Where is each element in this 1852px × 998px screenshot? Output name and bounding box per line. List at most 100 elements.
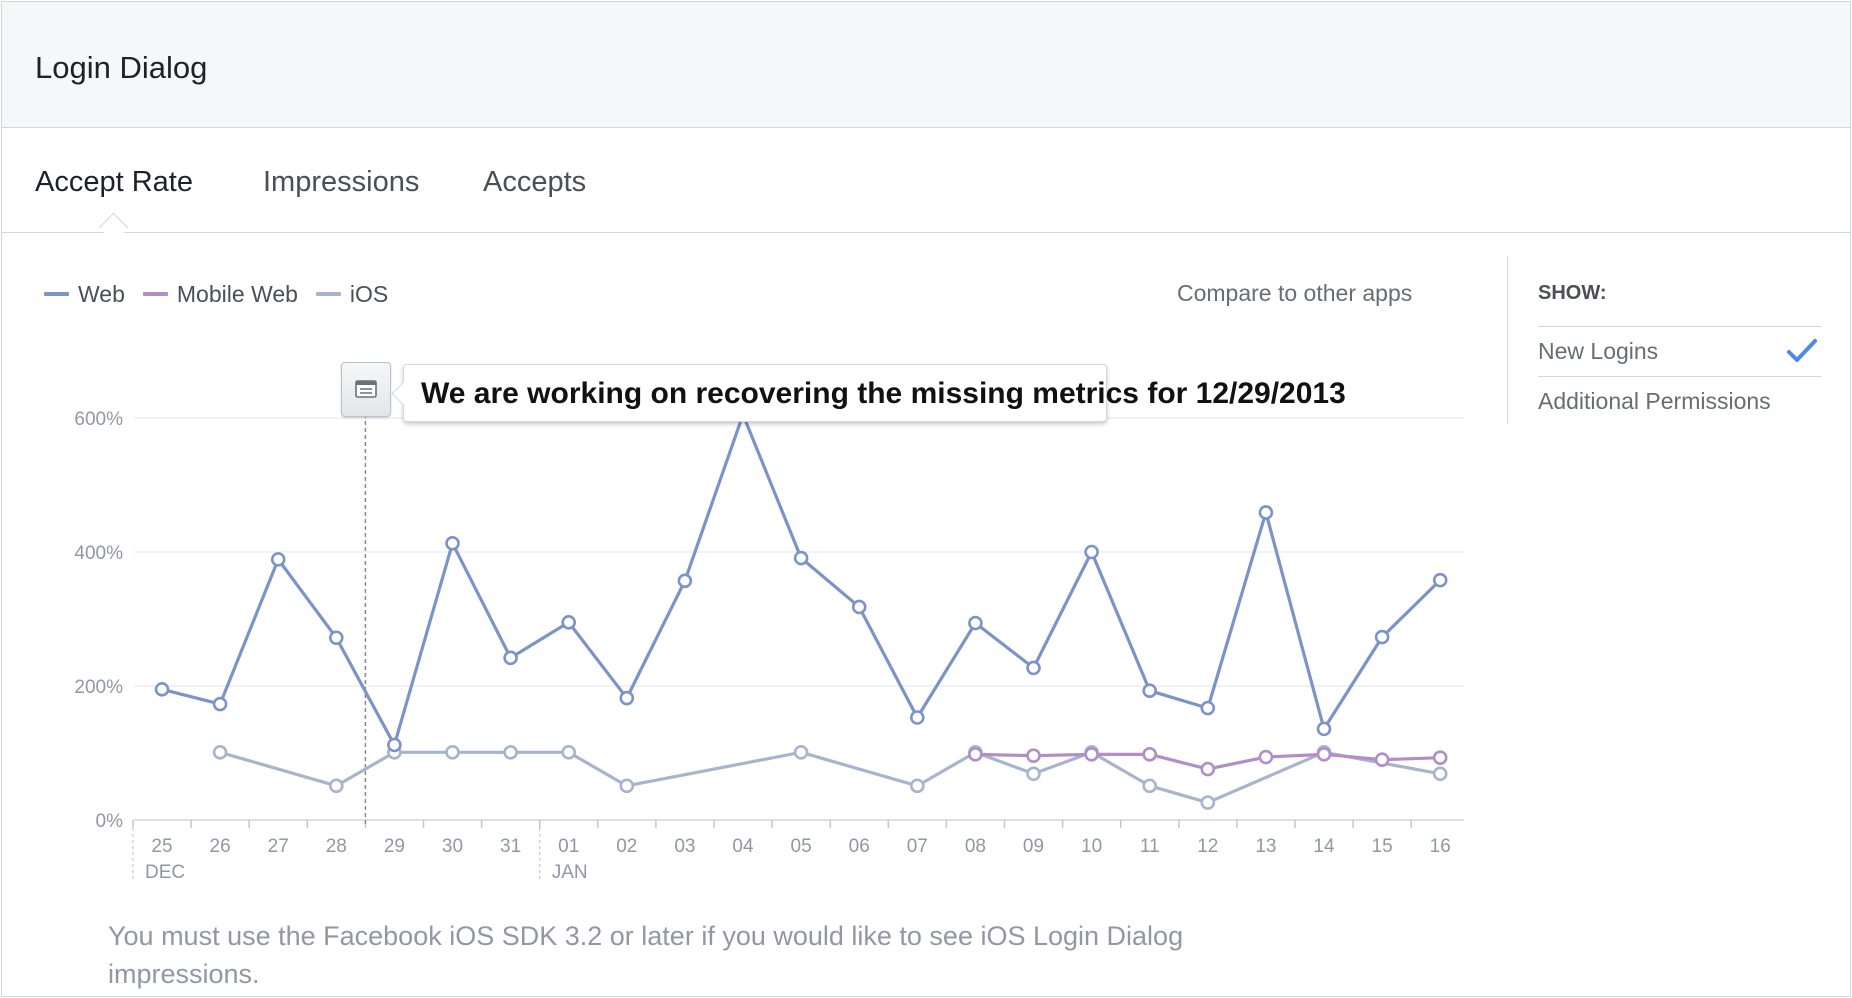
- sidebar-divider: [1507, 256, 1508, 424]
- legend-swatch: [44, 292, 69, 296]
- x-tick-label: 08: [965, 836, 986, 857]
- x-tick-label: 30: [442, 836, 463, 857]
- data-point: [909, 778, 925, 794]
- legend-item-web: Web: [44, 281, 125, 308]
- data-point: [1026, 660, 1041, 676]
- data-point: [212, 745, 228, 760]
- data-point: [387, 737, 402, 753]
- x-tick-label: 28: [326, 836, 347, 857]
- metric-tabs: Accept Rate Impressions Accepts: [2, 128, 1850, 243]
- legend-item-mobile-web: Mobile Web: [142, 280, 298, 308]
- annotation-marker-button[interactable]: [341, 362, 391, 417]
- show-item-new-logins[interactable]: New Logins: [1538, 338, 1659, 364]
- y-tick-label: 200%: [74, 677, 123, 698]
- x-tick-label: 15: [1372, 836, 1393, 857]
- legend-label: iOS: [349, 280, 389, 307]
- data-point: [619, 778, 635, 794]
- data-point: [677, 573, 693, 589]
- data-point: [1026, 748, 1041, 763]
- compare-to-other-apps-link[interactable]: Compare to other apps: [1177, 280, 1413, 306]
- data-point: [328, 778, 344, 794]
- x-tick-label: 13: [1255, 836, 1276, 857]
- data-point: [1374, 752, 1390, 768]
- legend-swatch: [315, 292, 341, 296]
- data-point: [445, 535, 460, 551]
- data-point: [1142, 747, 1157, 762]
- annotation-text: We are working on recovering the missing…: [421, 377, 1346, 410]
- data-point: [1432, 750, 1448, 765]
- x-tick-label: 11: [1140, 836, 1160, 857]
- x-tick-label: 29: [384, 836, 405, 857]
- check-icon: [1787, 339, 1817, 362]
- x-tick-label: 01: [558, 836, 579, 857]
- y-axis: 0% 200% 400% 600%: [74, 409, 123, 832]
- show-item-additional-permissions[interactable]: Additional Permissions: [1538, 388, 1771, 414]
- series-line: [161, 413, 1442, 747]
- series-web: [154, 407, 1448, 753]
- page-title: Login Dialog: [35, 50, 208, 85]
- data-point: [1316, 721, 1332, 737]
- data-point: [328, 630, 344, 646]
- data-point: [1432, 572, 1448, 588]
- data-point: [1316, 747, 1332, 762]
- y-tick-label: 400%: [74, 543, 123, 564]
- data-point: [793, 550, 809, 566]
- data-point: [1200, 795, 1216, 810]
- data-point: [503, 745, 518, 760]
- data-point: [1432, 766, 1448, 782]
- data-point: [1026, 766, 1041, 782]
- data-point: [561, 615, 577, 630]
- data-point: [1142, 778, 1157, 794]
- series-mobile-web: [968, 747, 1448, 777]
- data-point: [1258, 749, 1274, 765]
- data-point: [909, 710, 925, 725]
- show-panel-title: SHOW:: [1538, 282, 1607, 304]
- x-tick-label: 16: [1430, 836, 1451, 857]
- divider: [1538, 326, 1821, 327]
- data-point: [1374, 629, 1390, 645]
- y-tick-label: 600%: [74, 409, 123, 430]
- data-point: [1258, 505, 1274, 520]
- data-point: [503, 650, 518, 666]
- data-point: [1142, 683, 1157, 698]
- divider: [1538, 376, 1821, 377]
- legend-label: Web: [78, 280, 125, 307]
- panel-header: Login Dialog: [2, 2, 1850, 128]
- data-point: [968, 615, 983, 631]
- month-label: JAN: [552, 862, 588, 883]
- series-line: [219, 750, 1441, 805]
- legend-swatch: [142, 292, 168, 296]
- annotation-tooltip: We are working on recovering the missing…: [391, 364, 1346, 422]
- note-icon: [355, 380, 377, 398]
- ios-sdk-note: You must use the Facebook iOS SDK 3.2 or…: [108, 921, 1184, 989]
- tab-impressions[interactable]: Impressions: [263, 166, 420, 198]
- x-tick-label: 02: [616, 836, 637, 857]
- legend-label: Mobile Web: [176, 280, 298, 307]
- data-point: [212, 696, 228, 712]
- data-point: [793, 745, 809, 760]
- data-point: [1200, 761, 1216, 777]
- x-tick-label: 14: [1313, 836, 1335, 857]
- data-point: [1084, 747, 1099, 762]
- month-label: DEC: [145, 862, 185, 883]
- x-tick-label: 06: [849, 836, 870, 857]
- x-axis: 25 26 27 28 29 30 31 01 02 03 04 05 06 07 08 09 10 11 12 13…: [132, 819, 1464, 883]
- x-tick-label: 05: [791, 836, 812, 857]
- x-tick-label: 26: [210, 836, 231, 857]
- data-point: [1200, 700, 1216, 716]
- accept-rate-chart: 0% 200% 400% 600% 25 26 27 28 29 30 31 01 02 03 04 05 0…: [74, 407, 1464, 883]
- y-tick-label: 0%: [96, 811, 124, 832]
- data-point: [851, 599, 867, 615]
- data-point: [445, 745, 460, 760]
- data-point: [154, 682, 170, 697]
- data-point: [561, 745, 577, 760]
- tab-accepts[interactable]: Accepts: [483, 166, 587, 198]
- data-point: [1084, 544, 1099, 560]
- x-tick-label: 27: [268, 836, 289, 857]
- tab-accept-rate[interactable]: Accept Rate: [35, 166, 193, 198]
- x-tick-label: 12: [1197, 836, 1218, 857]
- data-point: [968, 747, 983, 762]
- x-tick-label: 04: [732, 836, 754, 857]
- x-tick-label: 03: [674, 836, 695, 857]
